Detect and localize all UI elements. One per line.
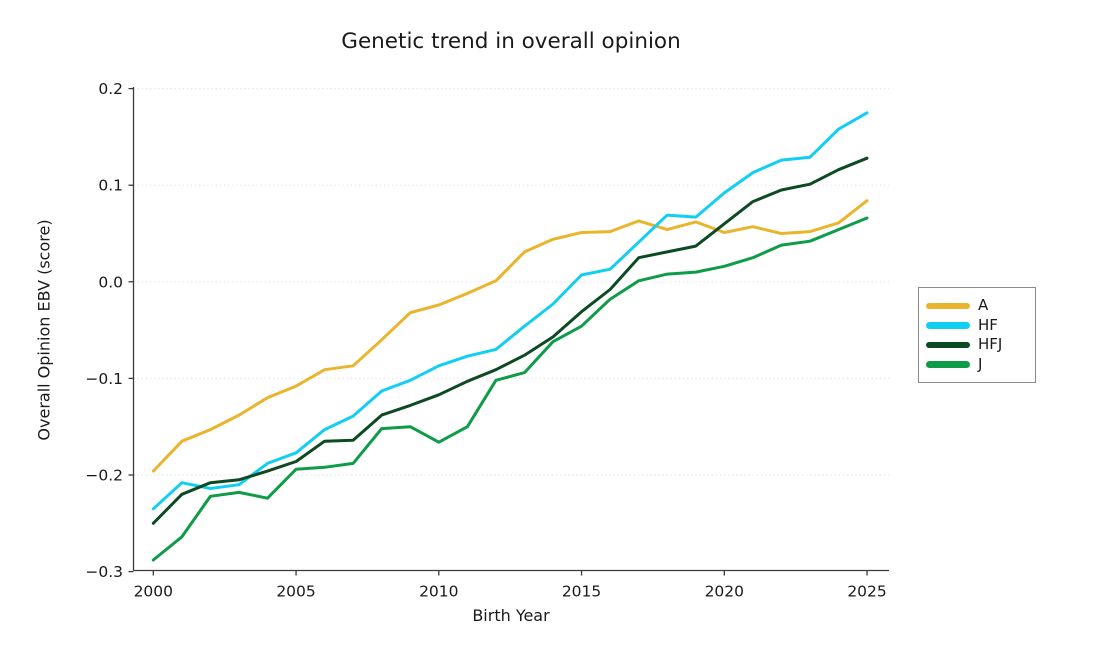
legend-swatch-J [926, 361, 970, 368]
y-tick-label: −0.1 [85, 370, 123, 388]
legend-swatch-HFJ [926, 341, 970, 348]
x-tick-label: 2010 [419, 583, 458, 601]
plot-line-A [151, 199, 869, 473]
y-tick-label: −0.2 [85, 467, 123, 485]
x-tick-label: 2005 [276, 583, 315, 601]
legend-item-HFJ: HFJ [926, 335, 1035, 355]
legend-label: HF [978, 315, 998, 334]
legend-label: J [978, 354, 983, 373]
legend: A HF HFJ J [918, 287, 1036, 383]
legend-label: HFJ [978, 335, 1003, 354]
legend-swatch-HF [926, 322, 970, 329]
x-tick-label: 2020 [705, 583, 744, 601]
plot-line-HFJ [151, 156, 869, 525]
plot-line-HF [151, 111, 869, 511]
x-axis-label: Birth Year [472, 606, 550, 625]
chart-title: Genetic trend in overall opinion [341, 29, 681, 54]
legend-item-A: A [926, 296, 1035, 316]
legend-item-J: J [926, 355, 1035, 375]
y-tick-label: 0.0 [98, 273, 123, 291]
x-tick-label: 2000 [134, 583, 173, 601]
legend-item-HF: HF [926, 316, 1035, 336]
y-tick-label: 0.2 [98, 80, 123, 98]
plot-line-J [151, 216, 869, 562]
x-tick-label: 2015 [562, 583, 601, 601]
x-tick-label: 2025 [847, 583, 886, 601]
legend-label: A [978, 296, 989, 315]
legend-swatch-A [926, 302, 970, 309]
y-tick-label: 0.1 [98, 177, 123, 195]
y-tick-label: −0.3 [85, 563, 123, 581]
